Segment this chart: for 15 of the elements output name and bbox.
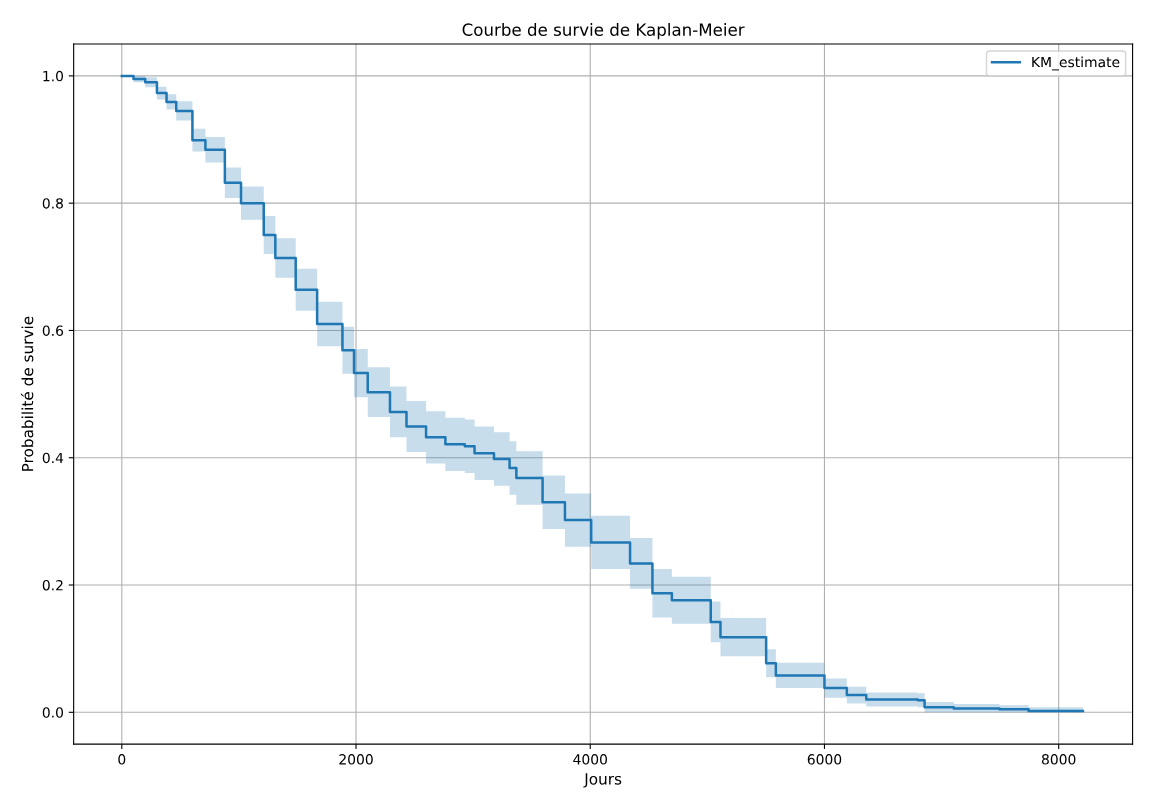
chart-title: Courbe de survie de Kaplan-Meier	[462, 23, 745, 40]
y-tick-label: 0.8	[42, 198, 63, 209]
x-axis-title: Jours	[583, 773, 622, 788]
y-tick-label: 1.0	[43, 70, 64, 82]
y-tick-label: 0.0	[42, 707, 64, 718]
x-tick-label: 8000	[1041, 754, 1076, 765]
y-tick-label: 0.2	[42, 579, 63, 591]
x-tick-label: 0	[118, 754, 126, 765]
legend-label: KM_estimate	[1032, 56, 1120, 71]
y-axis-title: Probabilité de survie	[20, 316, 34, 471]
x-tick-label: 6000	[807, 754, 842, 765]
y-tick-label: 0.4	[42, 452, 64, 464]
x-tick-label: 4000	[573, 754, 607, 765]
y-tick-label: 0.6	[42, 325, 64, 336]
x-tick-label: 2000	[339, 754, 373, 765]
